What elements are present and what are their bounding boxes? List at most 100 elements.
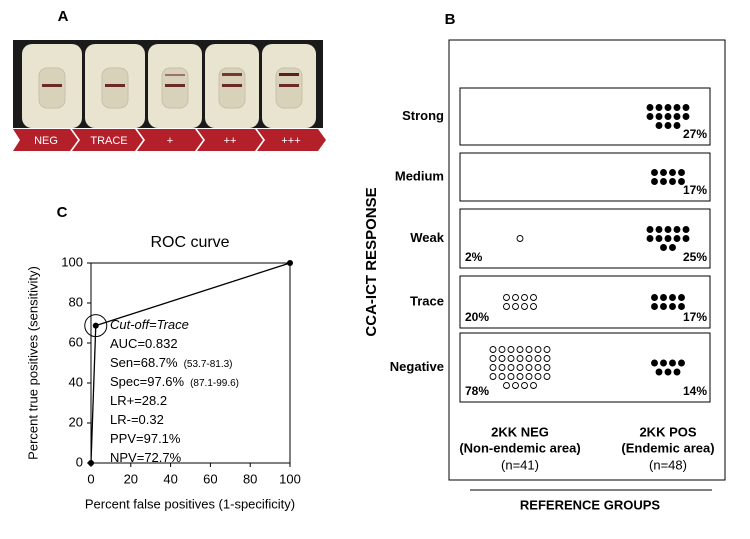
percent-label: 17% bbox=[683, 183, 707, 197]
annotation: Cut-off=Trace bbox=[110, 317, 189, 332]
subject-dot bbox=[669, 303, 676, 310]
percent-label: 2% bbox=[465, 250, 483, 264]
subject-dot bbox=[673, 226, 681, 233]
annotation: LR+=28.2 bbox=[110, 393, 167, 408]
subject-dot bbox=[651, 359, 658, 367]
group-subtitle: (Non-endemic area) bbox=[459, 440, 580, 455]
subject-dot bbox=[503, 382, 510, 389]
subject-dot bbox=[682, 113, 690, 120]
subject-dot bbox=[503, 303, 510, 310]
subject-dot bbox=[682, 235, 690, 242]
percent-label: 27% bbox=[683, 127, 707, 141]
subject-dot bbox=[651, 178, 658, 185]
annotation-note: (87.1-99.6) bbox=[190, 378, 239, 389]
subject-dot bbox=[660, 244, 667, 251]
x-axis-label: Percent false positives (1-specificity) bbox=[85, 496, 295, 511]
panel-label: C bbox=[57, 204, 68, 221]
subject-dot bbox=[678, 169, 685, 176]
group-n: (n=48) bbox=[649, 457, 687, 472]
control-line bbox=[42, 84, 62, 87]
window bbox=[38, 67, 66, 109]
subject-dot bbox=[512, 294, 519, 301]
subject-dot bbox=[651, 303, 658, 310]
annotation-text: Cut-off=Trace bbox=[110, 317, 189, 332]
x-tick-label: 40 bbox=[163, 471, 177, 486]
subject-dot bbox=[678, 359, 685, 367]
strip-label: + bbox=[167, 135, 173, 147]
percent-label: 17% bbox=[683, 310, 707, 324]
subject-dot bbox=[655, 122, 663, 129]
subject-dot bbox=[489, 364, 497, 371]
window bbox=[161, 67, 189, 109]
x-tick-label: 0 bbox=[87, 471, 94, 486]
x-tick-label: 80 bbox=[243, 471, 257, 486]
subject-dot bbox=[498, 355, 506, 362]
subject-dot bbox=[543, 364, 551, 371]
annotation: PPV=97.1% bbox=[110, 431, 181, 446]
x-tick-label: 20 bbox=[124, 471, 138, 486]
subject-dot bbox=[655, 104, 663, 111]
subject-dot bbox=[664, 113, 672, 120]
annotation: NPV=72.7% bbox=[110, 450, 182, 465]
subject-dot bbox=[673, 368, 681, 376]
subject-dot bbox=[655, 368, 663, 376]
subject-dot bbox=[507, 364, 515, 371]
subject-dot bbox=[651, 169, 658, 176]
row-box bbox=[459, 87, 711, 146]
subject-dot bbox=[664, 368, 672, 376]
annotation-text: NPV=72.7% bbox=[110, 450, 182, 465]
subject-dot bbox=[660, 303, 667, 310]
subject-dot bbox=[660, 169, 667, 176]
subject-dot bbox=[521, 382, 528, 389]
subject-dot bbox=[673, 113, 681, 120]
cutoff-circle bbox=[84, 314, 108, 338]
annotation: LR-=0.32 bbox=[110, 412, 164, 427]
row-box bbox=[459, 332, 711, 403]
panel-label: A bbox=[58, 8, 69, 25]
subject-dot bbox=[673, 235, 681, 242]
subject-dot bbox=[489, 373, 497, 380]
row-box bbox=[459, 275, 711, 329]
annotation-text: Spec=97.6% bbox=[110, 374, 185, 389]
row-box bbox=[459, 152, 711, 202]
y-tick-label: 40 bbox=[69, 374, 83, 389]
y-tick-label: 100 bbox=[61, 254, 83, 269]
annotation-text: LR+=28.2 bbox=[110, 393, 167, 408]
subject-dot bbox=[660, 294, 667, 301]
subject-dot bbox=[489, 355, 497, 362]
subject-dot bbox=[530, 303, 537, 310]
annotation: Sen=68.7% (53.7-81.3) bbox=[110, 355, 233, 370]
strip-label: NEG bbox=[34, 135, 58, 147]
plot-frame bbox=[90, 262, 291, 464]
strip-label: TRACE bbox=[90, 135, 127, 147]
roc-point bbox=[287, 260, 293, 266]
subject-dot bbox=[521, 294, 528, 301]
subject-dot bbox=[498, 346, 506, 353]
annotation: AUC=0.832 bbox=[110, 336, 178, 351]
subject-dot bbox=[503, 294, 510, 301]
subject-dot bbox=[655, 235, 663, 242]
subject-dot bbox=[646, 226, 654, 233]
row-label: Trace bbox=[410, 293, 444, 308]
row-label: Medium bbox=[395, 168, 444, 183]
annotation-text: Sen=68.7% bbox=[110, 355, 178, 370]
percent-label: 14% bbox=[683, 384, 707, 398]
row-label: Negative bbox=[390, 359, 444, 374]
chevron bbox=[137, 129, 203, 151]
subject-dot bbox=[678, 303, 685, 310]
group-subtitle: (Endemic area) bbox=[621, 440, 714, 455]
percent-label: 25% bbox=[683, 250, 707, 264]
chevron bbox=[257, 129, 326, 151]
subject-dot bbox=[516, 355, 524, 362]
roc-point bbox=[92, 322, 99, 329]
annotation-text: AUC=0.832 bbox=[110, 336, 178, 351]
group-n: (n=41) bbox=[501, 457, 539, 472]
subject-dot bbox=[530, 294, 537, 301]
subject-dot bbox=[543, 373, 551, 380]
subject-dot bbox=[507, 355, 515, 362]
percent-label: 78% bbox=[465, 384, 489, 398]
y-tick-label: 20 bbox=[69, 414, 83, 429]
control-line bbox=[165, 84, 185, 87]
